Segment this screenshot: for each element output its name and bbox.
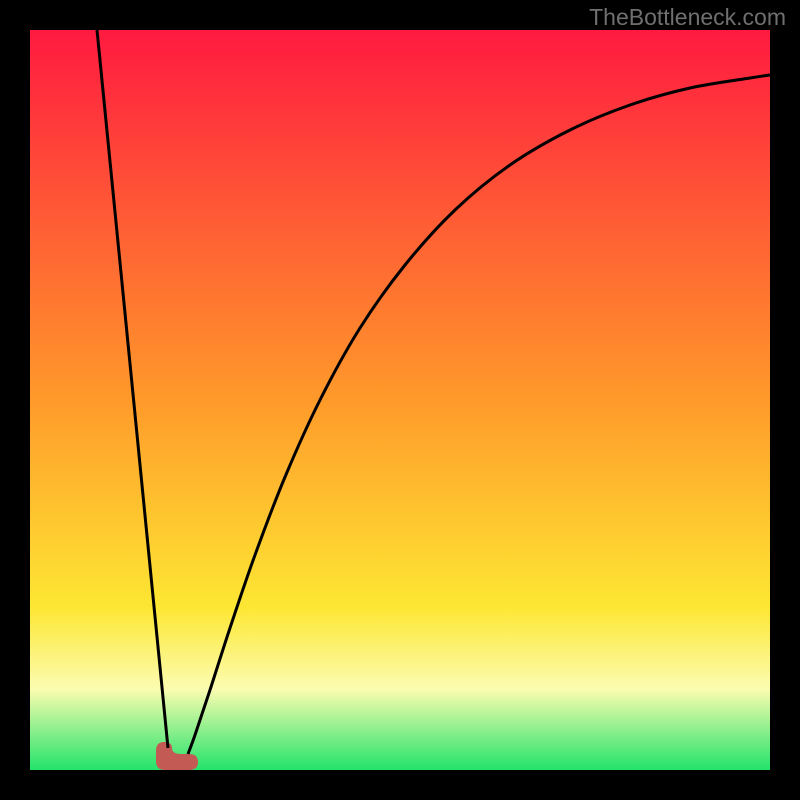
plot-area (30, 30, 770, 770)
watermark-text: TheBottleneck.com (589, 4, 786, 31)
chart-container: TheBottleneck.com (0, 0, 800, 800)
